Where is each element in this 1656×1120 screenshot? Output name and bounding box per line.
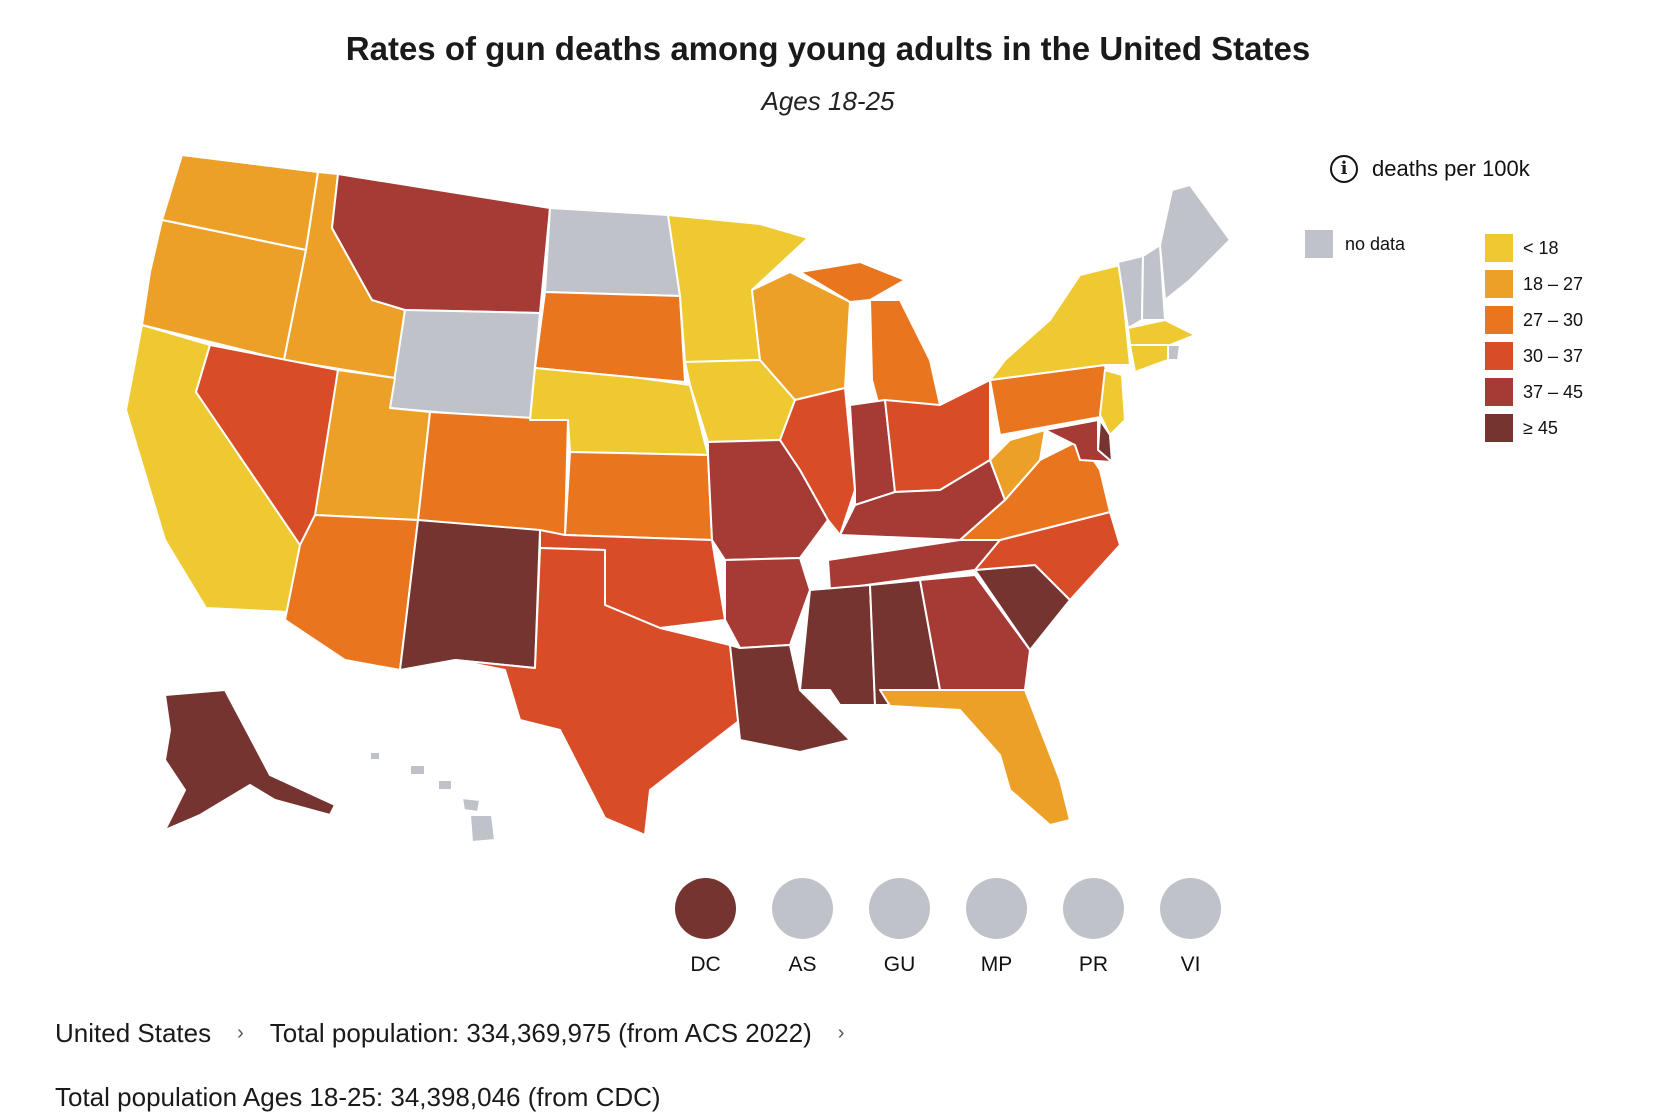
territory-gu[interactable]: GU <box>869 878 930 977</box>
legend-bin-label: 18 – 27 <box>1523 273 1584 294</box>
state-ga[interactable] <box>919 574 1031 691</box>
state-nd[interactable] <box>544 207 681 297</box>
state-ks[interactable] <box>564 451 713 541</box>
legend-bin: 27 – 30 <box>1485 302 1583 338</box>
legend-bin-label: 27 – 30 <box>1523 309 1584 330</box>
territory-circle[interactable] <box>966 878 1027 939</box>
state-hi[interactable] <box>369 751 496 843</box>
legend-swatch <box>1485 414 1513 442</box>
state-ak[interactable] <box>164 689 336 831</box>
state-ri[interactable] <box>1167 344 1181 361</box>
state-tx[interactable] <box>454 547 741 836</box>
territory-label: PR <box>1078 953 1109 976</box>
map-subtitle: Ages 18-25 <box>761 86 895 116</box>
legend-bin: 37 – 45 <box>1485 374 1583 410</box>
legend-header: i deaths per 100k <box>1330 155 1530 183</box>
chevron-right-icon: › <box>237 1022 244 1044</box>
legend-bin-label: 30 – 37 <box>1523 345 1584 366</box>
territory-circle[interactable] <box>772 878 833 939</box>
legend-swatch <box>1485 342 1513 370</box>
state-ar[interactable] <box>724 557 811 649</box>
legend-bin-label: 37 – 45 <box>1523 381 1584 402</box>
state-wv[interactable] <box>989 429 1046 501</box>
state-ct[interactable] <box>1129 344 1169 373</box>
legend-unit-label: deaths per 100k <box>1372 156 1530 181</box>
territory-label: AS <box>788 953 817 976</box>
territory-circles: DC AS GU MP PR VI <box>675 878 1221 977</box>
territory-circle[interactable] <box>869 878 930 939</box>
state-ms[interactable] <box>799 584 876 706</box>
legend-no-data: no data <box>1305 230 1405 258</box>
territory-as[interactable]: AS <box>772 878 833 977</box>
state-me[interactable] <box>1159 184 1231 301</box>
legend-bins: < 18 18 – 27 27 – 30 30 – 37 37 – 45 ≥ 45 <box>1485 230 1583 446</box>
legend-bin-label: < 18 <box>1523 237 1559 258</box>
territory-circle[interactable] <box>675 878 736 939</box>
territory-label: DC <box>690 953 721 976</box>
territory-pr[interactable]: PR <box>1063 878 1124 977</box>
legend-bin: < 18 <box>1485 230 1583 266</box>
legend-bin-label: ≥ 45 <box>1523 417 1558 438</box>
legend-swatch <box>1485 378 1513 406</box>
state-il[interactable] <box>779 387 856 536</box>
territory-label: MP <box>980 953 1013 976</box>
territory-mp[interactable]: MP <box>966 878 1027 977</box>
legend-no-data-label: no data <box>1345 233 1406 254</box>
legend-swatch <box>1485 270 1513 298</box>
territory-dc[interactable]: DC <box>675 878 736 977</box>
state-az[interactable] <box>284 514 419 671</box>
info-circle-icon[interactable]: i <box>1330 155 1358 183</box>
breadcrumb-population[interactable]: Total population: 334,369,975 (from ACS … <box>269 1018 812 1048</box>
legend-swatch <box>1485 234 1513 262</box>
legend-swatch-no-data <box>1305 230 1333 258</box>
legend-bin: ≥ 45 <box>1485 410 1583 446</box>
legend-bin: 18 – 27 <box>1485 266 1583 302</box>
map-title: Rates of gun deaths among young adults i… <box>345 30 1311 67</box>
legend-bin: 30 – 37 <box>1485 338 1583 374</box>
state-ma[interactable] <box>1127 319 1196 346</box>
territory-circle[interactable] <box>1160 878 1221 939</box>
state-fl[interactable] <box>879 689 1071 826</box>
breadcrumb-country[interactable]: United States <box>55 1018 212 1048</box>
breadcrumb: United States › Total population: 334,36… <box>55 1018 844 1049</box>
state-nj[interactable] <box>1099 369 1126 436</box>
territory-label: VI <box>1180 953 1201 976</box>
state-sd[interactable] <box>534 291 686 383</box>
state-co[interactable] <box>417 411 569 536</box>
state-la[interactable] <box>729 644 851 753</box>
territory-label: GU <box>883 953 916 976</box>
territory-vi[interactable]: VI <box>1160 878 1221 977</box>
state-nm[interactable] <box>399 519 541 671</box>
us-choropleth-map <box>125 154 1231 843</box>
legend-swatch <box>1485 306 1513 334</box>
chevron-right-icon[interactable]: › <box>837 1022 845 1044</box>
territory-circle[interactable] <box>1063 878 1124 939</box>
state-md[interactable] <box>1044 419 1113 463</box>
state-or[interactable] <box>141 219 307 361</box>
age-group-population: Total population Ages 18-25: 34,398,046 … <box>55 1082 661 1112</box>
state-wy[interactable] <box>389 309 541 421</box>
state-ny[interactable] <box>989 264 1131 381</box>
